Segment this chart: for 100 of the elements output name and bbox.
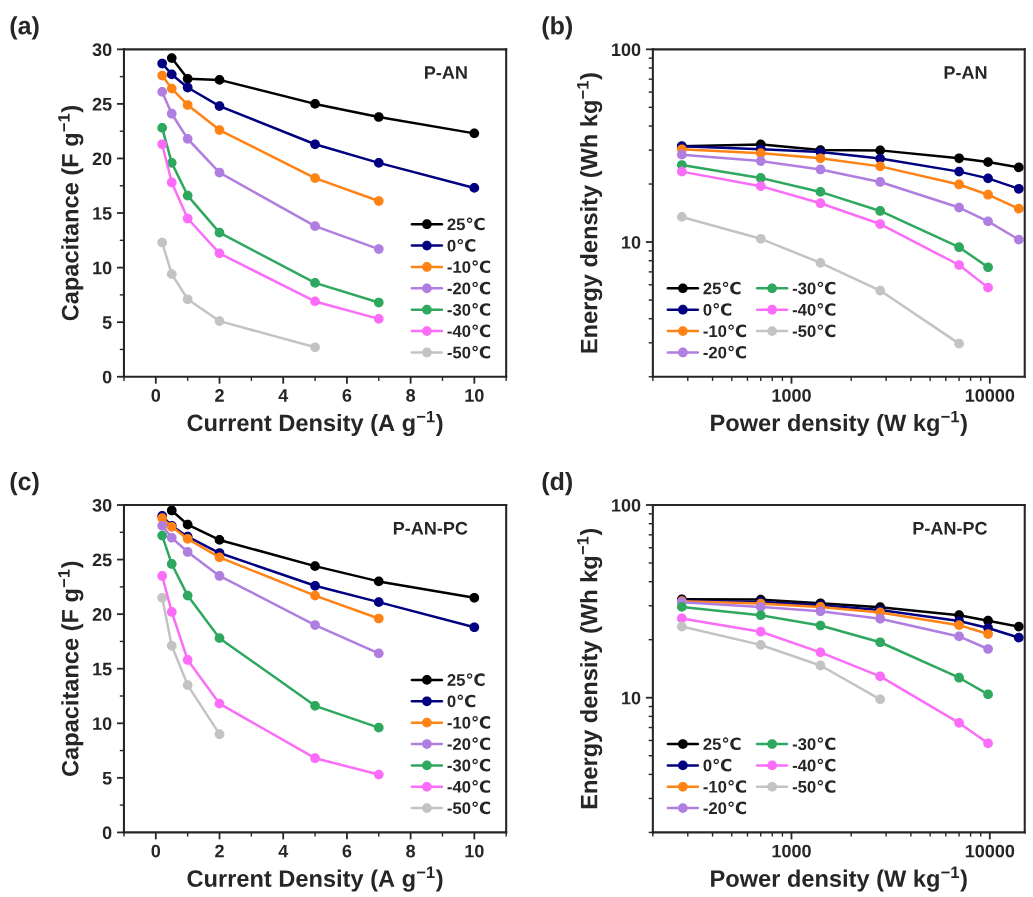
legend-label: -20℃ <box>703 801 747 815</box>
x-tick-label: 10000 <box>965 389 1015 402</box>
point <box>214 316 225 326</box>
annotation: P-AN <box>425 66 467 79</box>
point <box>157 571 168 581</box>
point <box>373 648 384 659</box>
point <box>157 530 168 541</box>
x-axis-title: Current Density (A g$^{−1}$) <box>187 410 443 437</box>
annotation: P-AN-PC <box>393 521 468 535</box>
legend-label: -30℃ <box>447 758 491 772</box>
point <box>166 83 177 94</box>
x-tick-label: 0 <box>151 389 161 402</box>
x-tick-label: 6 <box>342 389 352 402</box>
point <box>469 128 480 139</box>
point <box>373 314 384 324</box>
y-tick-label: 0 <box>102 370 112 384</box>
legend-label: 0℃ <box>703 758 732 772</box>
legend-label: 25℃ <box>447 673 485 686</box>
point <box>157 87 168 97</box>
legend-label: -10℃ <box>703 324 747 338</box>
y-tick-label: 30 <box>92 498 112 512</box>
point <box>373 613 384 624</box>
x-tick-label: 4 <box>278 844 289 858</box>
point <box>310 342 320 353</box>
y-tick-label: 10 <box>622 235 641 249</box>
point <box>166 69 177 80</box>
y-tick-label: 20 <box>92 152 112 166</box>
point <box>373 576 384 587</box>
legend-label: 25℃ <box>703 281 741 295</box>
point <box>310 753 320 764</box>
legend-label: -50℃ <box>447 801 491 815</box>
point <box>214 633 225 644</box>
x-tick-label: 10000 <box>965 844 1015 858</box>
point <box>214 248 225 259</box>
point <box>310 620 320 630</box>
point <box>214 552 225 563</box>
chart-title: (d) <box>542 471 572 496</box>
x-tick-label: 6 <box>342 844 352 858</box>
point <box>310 278 320 288</box>
point <box>373 722 384 733</box>
x-tick-label: 2 <box>215 844 224 858</box>
point <box>214 729 225 740</box>
point <box>182 590 193 601</box>
y-tick-label: 100 <box>612 43 641 57</box>
point <box>214 227 225 238</box>
legend-label: 0℃ <box>703 303 732 316</box>
point <box>469 592 480 603</box>
y-tick-label: 30 <box>92 43 112 57</box>
point <box>166 269 177 280</box>
point <box>157 520 168 531</box>
point <box>373 769 384 780</box>
point <box>310 221 320 231</box>
annotation: P-AN-PC <box>913 521 988 535</box>
point <box>310 173 320 183</box>
point <box>373 297 384 308</box>
y-tick-label: 20 <box>92 608 112 621</box>
y-axis-title: Energy density (Wh kg$^{−1}$) <box>577 73 603 353</box>
point <box>166 505 177 516</box>
legend-label: -20℃ <box>447 737 491 751</box>
legend-label: -40℃ <box>447 324 491 338</box>
point <box>214 125 225 135</box>
legend-label: 25℃ <box>447 217 485 231</box>
legend-label: -10℃ <box>703 780 747 793</box>
chart-title: (c) <box>10 471 39 496</box>
legend-label: -40℃ <box>447 780 491 793</box>
x-tick-label: 0 <box>151 844 161 858</box>
point <box>166 640 177 651</box>
legend-label: -30℃ <box>792 281 836 295</box>
point <box>214 167 225 178</box>
point <box>182 294 193 305</box>
point <box>182 133 193 144</box>
point <box>182 519 193 530</box>
point <box>182 547 193 557</box>
annotation: P-AN <box>944 66 987 79</box>
point <box>166 53 177 63</box>
point <box>373 196 384 206</box>
x-tick-label: 1000 <box>772 389 811 402</box>
point <box>310 99 320 109</box>
point <box>373 597 384 607</box>
legend-label: 0℃ <box>447 238 476 252</box>
point <box>182 100 193 110</box>
y-tick-label: 10 <box>93 261 112 275</box>
point <box>157 592 168 603</box>
point <box>310 296 320 307</box>
point <box>214 101 225 111</box>
point <box>214 535 225 545</box>
point <box>310 700 320 711</box>
y-tick-label: 0 <box>102 826 112 840</box>
point <box>469 622 480 633</box>
legend-label: -10℃ <box>447 260 491 274</box>
chart-title: (a) <box>10 16 39 40</box>
point <box>310 580 320 591</box>
point <box>214 75 225 85</box>
legend-label: -10℃ <box>447 715 491 729</box>
point <box>166 532 177 543</box>
legend-label: -50℃ <box>447 345 491 359</box>
point <box>469 183 480 193</box>
y-tick-label: 25 <box>92 97 112 111</box>
point <box>214 571 225 581</box>
x-tick-label: 2 <box>215 389 224 402</box>
